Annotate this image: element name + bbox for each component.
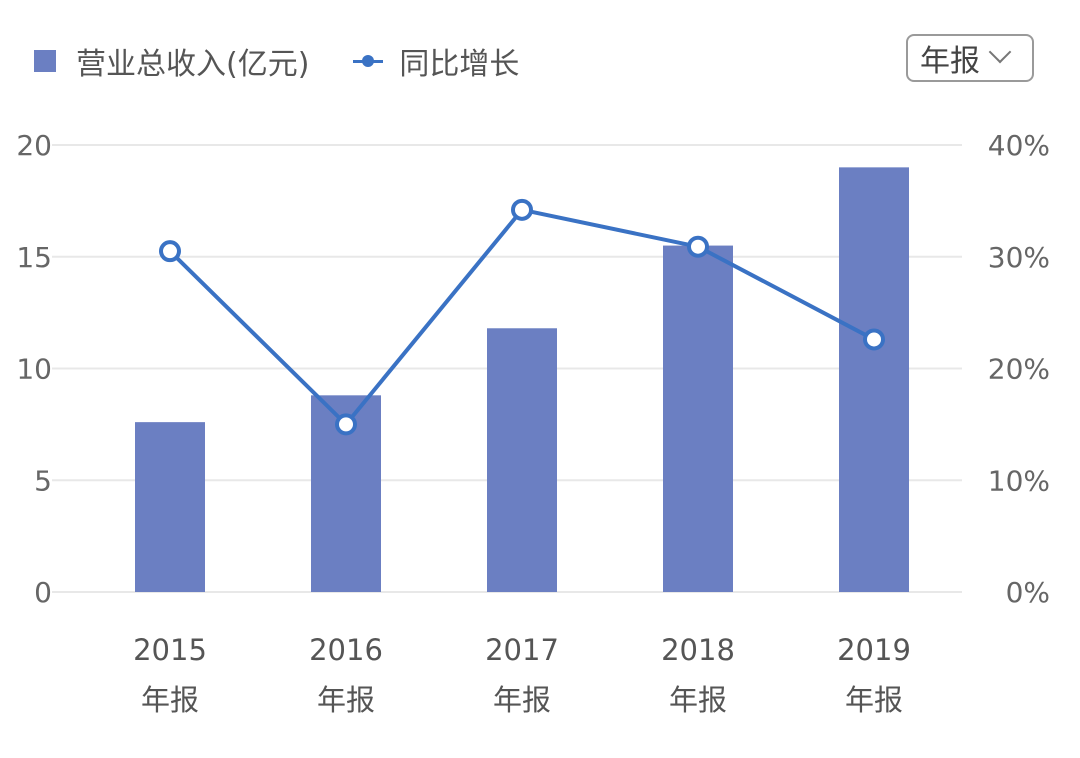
y-right-tick-label: 30% [988,241,1050,274]
growth-point-2017 [511,198,533,221]
legend-label-revenue: 营业总收入(亿元) [76,47,310,82]
y-right-tick-label: 20% [988,353,1050,386]
line-swatch-icon [353,50,384,72]
growth-point-2018 [687,235,709,258]
bar-2015 [135,422,205,592]
period-select[interactable]: 年报 [906,34,1034,82]
x-tick-label: 2015 [133,633,207,667]
y-left-tick-label: 20 [16,129,52,162]
bar-2018 [663,245,733,592]
y-right-tick-label: 40% [988,129,1050,162]
y-left-tick-label: 5 [34,464,52,497]
y-left-tick-label: 15 [16,241,52,274]
x-tick-label: 2016 [309,633,383,667]
bar-swatch-icon [34,50,56,72]
x-tick-label: 2017 [485,633,559,667]
y-left-tick-label: 0 [34,576,52,609]
y-left-tick-label: 10 [16,353,52,386]
growth-point-2015 [159,240,181,263]
x-tick-sublabel: 年报 [669,683,727,717]
bar-2019 [839,167,909,592]
y-right-tick-label: 0% [1006,576,1050,609]
legend-item-revenue[interactable]: 营业总收入(亿元) [34,39,309,83]
x-tick-sublabel: 年报 [141,683,199,717]
legend-item-growth[interactable]: 同比增长 [353,39,519,83]
x-tick-label: 2018 [661,633,735,667]
y-right-tick-label: 10% [988,464,1050,497]
x-tick-sublabel: 年报 [845,683,903,717]
bar-2017 [487,328,557,592]
period-select-value: 年报 [920,44,980,79]
x-tick-sublabel: 年报 [317,683,375,717]
growth-point-2019 [863,328,885,351]
growth-point-2016 [335,413,357,436]
x-tick-sublabel: 年报 [493,683,551,717]
legend: 营业总收入(亿元) 同比增长 [34,38,563,84]
x-tick-label: 2019 [837,633,911,667]
legend-label-growth: 同比增长 [399,47,520,82]
